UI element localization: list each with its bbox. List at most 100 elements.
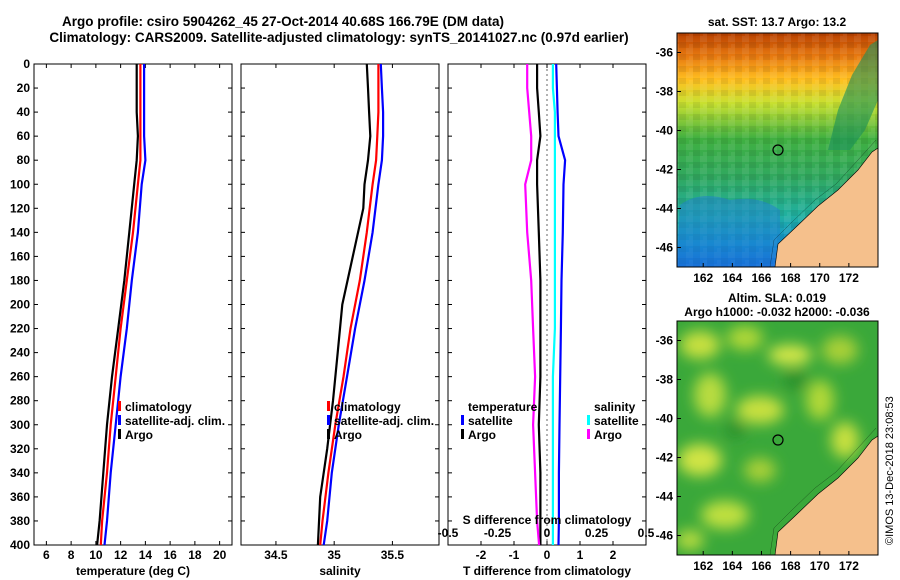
- series-line-temperature-satellite: [555, 63, 567, 546]
- series-line-temperature-argo: [535, 64, 542, 545]
- x-tick-label: 2: [610, 548, 617, 562]
- sst-map-title: sat. SST: 13.7 Argo: 13.2: [708, 15, 847, 29]
- y-tick-label: 120: [10, 201, 30, 215]
- map-y-tick-label: -46: [656, 241, 674, 255]
- sst-map: sat. SST: 13.7 Argo: 13.2 162 164 166 168 17…: [656, 15, 879, 286]
- sst-argo-marker: [772, 144, 784, 156]
- map-x-tick-label: 168: [781, 559, 801, 573]
- map-x-tick-label: 168: [781, 271, 801, 285]
- sst-shelf-water: [828, 40, 878, 150]
- legend-temperature-title: temperature: [468, 400, 538, 414]
- sst-map-axes: 162 164 166 168 170 172 -36 -38 -40 -42 -44 -46: [656, 46, 860, 286]
- sla-anomaly-blobs: [677, 326, 859, 550]
- map-x-tick-label: 166: [751, 271, 771, 285]
- plot-frame: [240, 63, 440, 546]
- map-x-tick-label: 162: [693, 271, 713, 285]
- map-x-tick-label: 166: [751, 559, 771, 573]
- x-axis-label: temperature (deg C): [76, 564, 190, 578]
- map-y-tick-label: -42: [656, 451, 674, 465]
- map-y-tick-label: -46: [656, 529, 674, 543]
- map-x-tick-label: 170: [810, 559, 830, 573]
- map-y-tick-label: -44: [656, 202, 674, 216]
- y-tick-label: 400: [10, 538, 30, 552]
- y-tick-label: 20: [17, 81, 31, 95]
- y-tick-label: 0: [23, 57, 30, 71]
- y-tick-label: 200: [10, 298, 30, 312]
- x2-tick-label: -0.25: [484, 526, 512, 540]
- x2-tick-label: 0.25: [585, 526, 609, 540]
- sla-map-title: Altim. SLA: 0.019: [728, 291, 826, 305]
- sst-bathymetry-contour: [769, 139, 877, 267]
- temperature-panel: 0 20 40 60 80 100 120 140 160 180 200 220 240 260 280 3…: [10, 57, 233, 578]
- map-y-tick-label: -42: [656, 163, 674, 177]
- copyright-watermark: ©IMOS 13-Dec-2018 23:08:53: [884, 396, 896, 545]
- legend-swatch-temp-satellite: [461, 415, 464, 425]
- map-y-tick-label: -38: [656, 85, 674, 99]
- map-x-tick-label: 164: [722, 559, 742, 573]
- map-y-tick-label: -40: [656, 124, 674, 138]
- legend-climatology-label: climatology: [125, 400, 192, 414]
- figure-title: Argo profile: csiro 5904262_45 27-Oct-20…: [62, 14, 504, 29]
- y-tick-label: 100: [10, 177, 30, 191]
- legend-swatch-temp-argo: [461, 429, 464, 439]
- x-tick-label: -2: [476, 548, 487, 562]
- series-line-climatology: [99, 64, 142, 546]
- series-line-salinity-satellite: [551, 64, 557, 545]
- sla-map-frame: [676, 320, 879, 556]
- x-tick-label: 16: [163, 548, 177, 562]
- map-x-tick-label: 172: [839, 271, 859, 285]
- map-x-tick-label: 170: [810, 271, 830, 285]
- y-tick-label: 340: [10, 466, 30, 480]
- sst-land-south-island: [774, 147, 878, 267]
- y-tick-label: 380: [10, 514, 30, 528]
- sla-map: Altim. SLA: 0.019 Argo h1000: -0.032 h20…: [656, 291, 879, 574]
- y-tick-label: 80: [17, 153, 31, 167]
- series-line-satellite-adj-clim-: [322, 63, 385, 546]
- x-tick-label: 14: [139, 548, 153, 562]
- figure-subtitle: Climatology: CARS2009. Satellite-adjuste…: [49, 30, 628, 45]
- y-tick-label: 300: [10, 418, 30, 432]
- x2-tick-label: 0.5: [638, 526, 655, 540]
- y-tick-label: 320: [10, 442, 30, 456]
- x-axis-label: T difference from climatology: [463, 564, 631, 578]
- legend-sal-argo-label: Argo: [594, 428, 622, 442]
- y-tick-label: 140: [10, 225, 30, 239]
- legend-satellite-label: satellite-adj. clim.: [125, 414, 225, 428]
- x-tick-label: 8: [68, 548, 75, 562]
- x-tick-label: 0: [544, 548, 551, 562]
- map-y-tick-label: -40: [656, 412, 674, 426]
- legend-satellite-label: satellite-adj. clim.: [334, 414, 434, 428]
- legend-swatch-argo: [327, 429, 330, 439]
- legend-climatology-label: climatology: [334, 400, 401, 414]
- sla-land-south-island: [774, 435, 878, 555]
- series-line-argo: [96, 64, 139, 546]
- salinity-difference-axis-label: S difference from climatology: [463, 513, 632, 527]
- series-line-salinity-argo: [524, 64, 541, 546]
- y-tick-label: 180: [10, 273, 30, 287]
- sst-map-frame: [676, 32, 879, 268]
- y-tick-label: 220: [10, 322, 30, 336]
- sla-bathymetry-contour: [769, 427, 877, 555]
- x-tick-label: 12: [114, 548, 128, 562]
- map-y-tick-label: -44: [656, 490, 674, 504]
- legend-temp-satellite-label: satellite: [468, 414, 513, 428]
- sla-map-axes: 162 164 166 168 170 172 -36 -38 -40 -42 -44 -46: [656, 334, 860, 574]
- x-tick-label: 10: [89, 548, 103, 562]
- x-tick-label: 18: [188, 548, 202, 562]
- map-y-tick-label: -38: [656, 373, 674, 387]
- salinity-legend: climatology satellite-adj. clim. Argo: [327, 400, 434, 442]
- series-line-climatology: [319, 64, 380, 546]
- legend-swatch-climatology: [118, 401, 121, 411]
- x-tick-label: 6: [43, 548, 50, 562]
- x-tick-label: 34.5: [264, 548, 288, 562]
- difference-legend: temperature satellite Argo salinity sate…: [461, 400, 639, 527]
- legend-swatch-satellite: [118, 415, 121, 425]
- legend-argo-label: Argo: [125, 428, 153, 442]
- legend-swatch-argo: [118, 429, 121, 439]
- temperature-legend: climatology satellite-adj. clim. Argo: [118, 400, 225, 442]
- series-line-satellite-adj-clim-: [103, 64, 147, 546]
- legend-argo-label: Argo: [334, 428, 362, 442]
- x-tick-label: 35: [327, 548, 341, 562]
- x-tick-label: 35.5: [381, 548, 405, 562]
